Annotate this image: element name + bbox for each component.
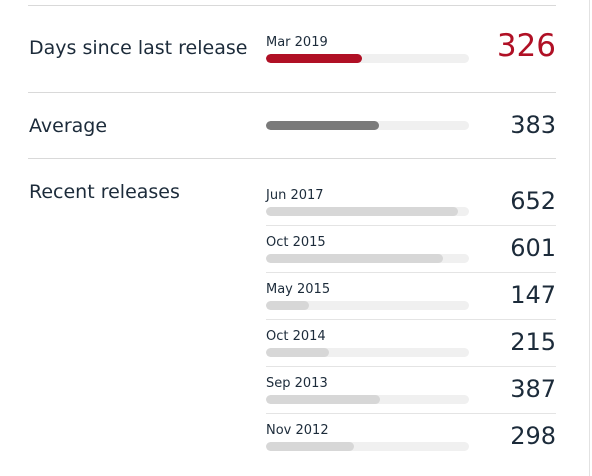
release-bar-track	[266, 442, 469, 451]
release-bar	[266, 301, 310, 310]
list-divider	[266, 272, 556, 273]
right-border	[589, 0, 590, 476]
current-release-label: Days since last release	[29, 37, 248, 59]
release-bar	[266, 207, 458, 216]
list-divider	[266, 319, 556, 320]
release-days: 215	[510, 328, 556, 356]
average-bar-track	[266, 121, 469, 130]
top-divider	[28, 5, 556, 6]
release-bar-track	[266, 254, 469, 263]
current-release-bar	[266, 54, 362, 63]
release-days: 601	[510, 234, 556, 262]
list-divider	[266, 366, 556, 367]
current-release-date: Mar 2019	[266, 35, 328, 50]
release-date: Sep 2013	[266, 376, 328, 391]
release-date: Oct 2015	[266, 235, 326, 250]
release-bar	[266, 395, 380, 404]
average-label: Average	[29, 115, 108, 137]
release-bar	[266, 254, 443, 263]
release-date: Nov 2012	[266, 423, 329, 438]
release-days: 387	[510, 375, 556, 403]
release-bar-track	[266, 301, 469, 310]
release-bar	[266, 348, 330, 357]
release-date: May 2015	[266, 282, 331, 297]
release-days: 147	[510, 281, 556, 309]
average-bar	[266, 121, 379, 130]
current-release-bar-track	[266, 54, 469, 63]
release-days: 652	[510, 187, 556, 215]
release-date: Jun 2017	[266, 188, 324, 203]
release-bar-track	[266, 395, 469, 404]
release-days: 298	[510, 422, 556, 450]
current-release-days: 326	[496, 28, 556, 64]
release-date: Oct 2014	[266, 329, 326, 344]
list-divider	[266, 413, 556, 414]
recent-releases-label: Recent releases	[29, 181, 180, 203]
release-bar	[266, 442, 354, 451]
release-bar-track	[266, 348, 469, 357]
list-divider	[266, 225, 556, 226]
divider-after-current	[28, 92, 556, 93]
average-days: 383	[510, 111, 556, 139]
divider-after-average	[28, 158, 556, 159]
release-bar-track	[266, 207, 469, 216]
